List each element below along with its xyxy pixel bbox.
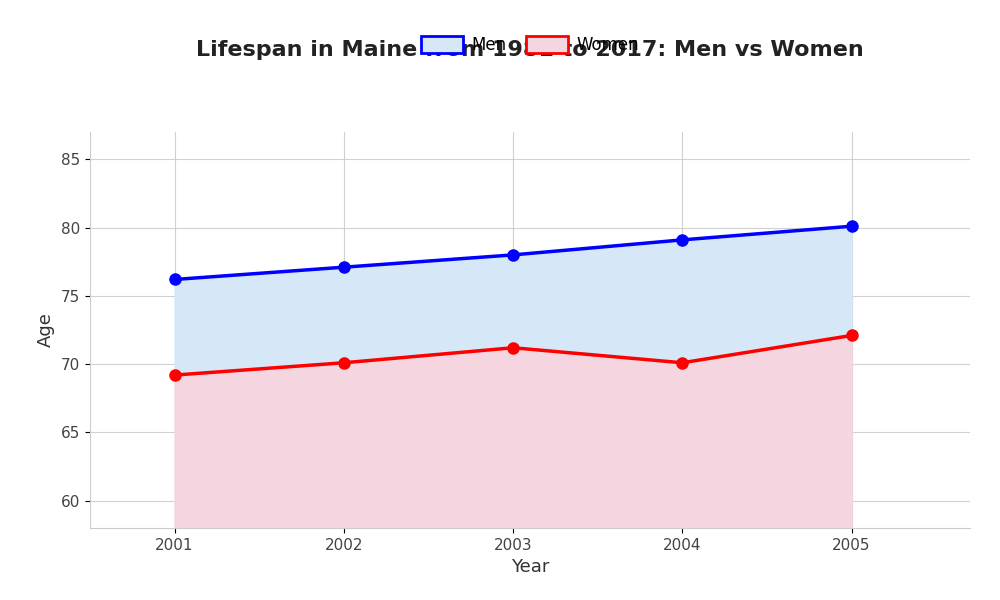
Title: Lifespan in Maine from 1981 to 2017: Men vs Women: Lifespan in Maine from 1981 to 2017: Men…: [196, 40, 864, 59]
X-axis label: Year: Year: [511, 558, 549, 576]
Y-axis label: Age: Age: [37, 313, 55, 347]
Legend: Men, Women: Men, Women: [414, 29, 646, 61]
